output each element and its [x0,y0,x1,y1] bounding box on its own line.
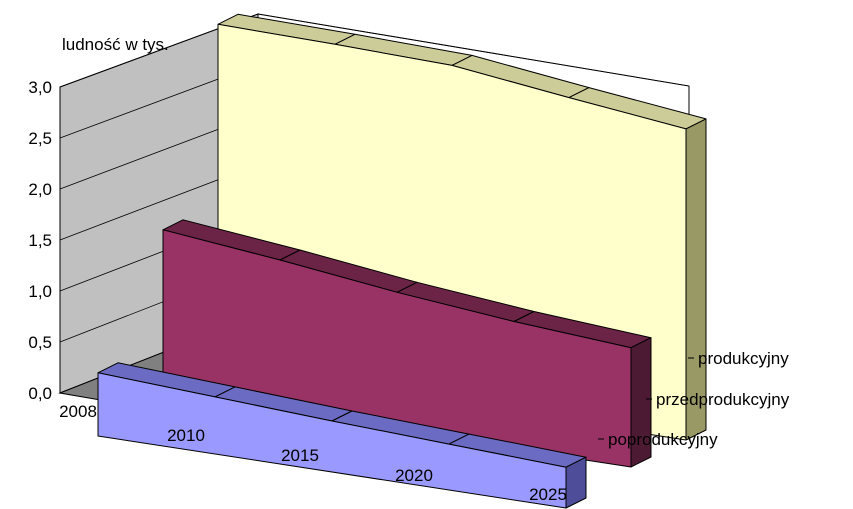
y-axis-ticks: 0,0 0,5 1,0 1,5 2,0 2,5 3,0 [28,78,52,403]
series-ribbons [97,13,707,509]
y-axis-title: ludność w tys. [62,35,169,54]
y-tick-label: 2,5 [28,129,52,148]
x-tick-label: 2025 [529,485,567,504]
x-tick-label: 2010 [167,426,205,445]
ribbon-front-face [97,372,567,509]
y-tick-label: 1,5 [28,231,52,250]
series-label-przedprodukcyjny: przedprodukcyjny [656,390,790,409]
series-label-produkcyjny: produkcyjny [698,349,789,368]
gridline [59,13,690,88]
x-axis-ticks: 2008 2010 2015 2020 2025 [59,402,567,504]
y-tick-label: 2,0 [28,180,52,199]
y-tick-label: 3,0 [28,78,52,97]
series-poprodukcyjny [97,362,587,509]
x-tick-label: 2015 [281,446,319,465]
x-tick-label: 2020 [395,466,433,485]
y-tick-label: 0,5 [28,333,52,352]
y-tick-label: 1,0 [28,282,52,301]
x-tick-label: 2008 [59,402,97,421]
y-tick-label: 0,0 [28,384,52,403]
series-axis-labels: produkcyjny przedprodukcyjny poprodukcyjny [598,349,790,449]
series-label-poprodukcyjny: poprodukcyjny [608,430,718,449]
